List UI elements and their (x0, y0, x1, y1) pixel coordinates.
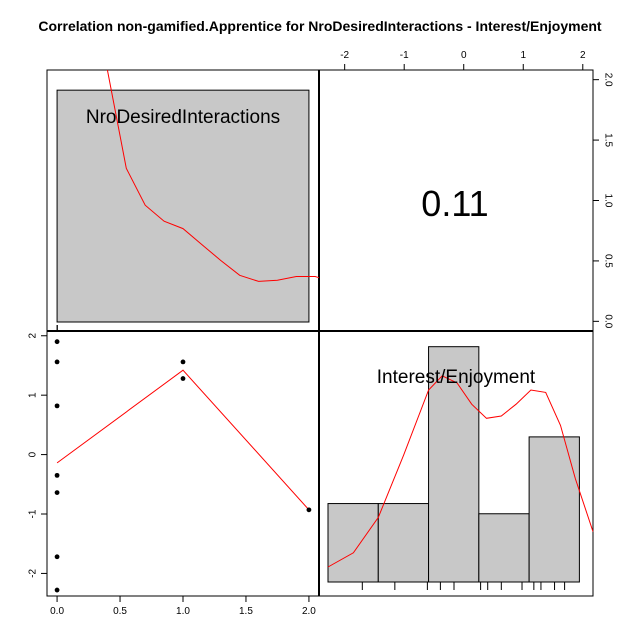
hist-bar (56, 89, 310, 323)
density-curve (106, 69, 320, 282)
scatter-point (54, 403, 60, 409)
tick-label-right: 2.0 (602, 73, 613, 87)
tick-label-right: 0.0 (602, 314, 613, 328)
tick-label-top: 0 (461, 50, 467, 61)
scatter-point (180, 359, 186, 365)
density-curve (327, 375, 594, 568)
scatter-point (306, 507, 312, 513)
hist-bar (428, 346, 480, 583)
scatter-point (54, 554, 60, 560)
tick-label-right: 1.5 (602, 133, 613, 147)
scatter-point (54, 472, 60, 478)
variable-label-interest: Interest/Enjoyment (377, 367, 536, 388)
tick-label-right: 1.0 (602, 194, 613, 208)
variable-label-nro: NroDesiredInteractions (86, 107, 280, 128)
hist-bar (478, 513, 530, 583)
tick-label-top: -2 (340, 50, 349, 61)
tick-label-bottom: 0.5 (113, 606, 127, 617)
tick-label-top: -1 (400, 50, 409, 61)
histogram-nro-desired-interactions (56, 69, 320, 331)
tick-label-top: 2 (580, 50, 586, 61)
chart-title: Correlation non-gamified.Apprentice for … (38, 18, 602, 34)
tick-label-left: 2 (28, 333, 39, 339)
smooth-line (56, 369, 310, 511)
tick-label-top: 1 (520, 50, 526, 61)
hist-bar (528, 436, 580, 583)
tick-label-bottom: 2.0 (302, 606, 316, 617)
scatter-point (54, 339, 60, 345)
hist-bar (377, 503, 430, 583)
scatter-point (54, 490, 60, 496)
tick-label-bottom: 1.0 (176, 606, 190, 617)
histogram-interest-enjoyment (327, 346, 594, 590)
tick-label-left: 0 (28, 451, 39, 457)
axes: 0.0 0.5 1.0 1.5 2.0 -2 -1 0 1 2 -2 -1 0 1 2 0.0 0.5 1.0 1.… (28, 50, 614, 617)
scatter-point (54, 587, 60, 593)
tick-label-left: 1 (28, 392, 39, 398)
scatter-point (54, 359, 60, 365)
correlation-value: 0.11 (421, 183, 488, 224)
tick-label-left: -1 (28, 509, 39, 518)
scatter-point (180, 376, 186, 381)
hist-bar (327, 503, 379, 583)
tick-label-left: -2 (28, 569, 39, 578)
tick-label-right: 0.5 (602, 254, 613, 268)
tick-label-bottom: 1.5 (239, 606, 253, 617)
tick-label-bottom: 0.0 (50, 606, 64, 617)
scatter-panel (54, 339, 312, 593)
